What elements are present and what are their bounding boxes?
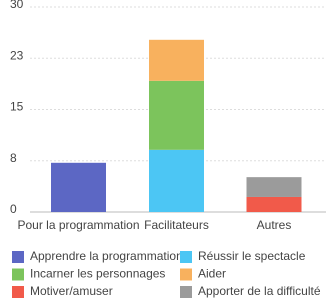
legend-label: Motiver/amuser (30, 284, 113, 298)
bar-segment (149, 149, 204, 212)
y-tick-label: 8 (10, 151, 17, 165)
y-tick-label: 15 (10, 100, 24, 114)
legend-swatch (180, 251, 192, 263)
bar-segment (246, 177, 302, 197)
legend-swatch (12, 286, 24, 298)
y-tick-label: 23 (10, 48, 24, 62)
legend-label: Incarner les personnages (30, 267, 165, 281)
legend-swatch (12, 268, 24, 281)
legend-label: Aider (198, 267, 226, 281)
legend-label: Apprendre la programmation (30, 249, 183, 263)
x-tick-label: Facilitateurs (144, 218, 209, 232)
legend-swatch (12, 251, 24, 263)
y-tick-label: 0 (10, 202, 17, 216)
x-tick-label: Autres (257, 218, 292, 232)
y-tick-label: 30 (10, 0, 24, 11)
bar-segment (149, 80, 204, 150)
bar-segment (51, 162, 106, 212)
legend-label: Apporter de la difficulté (198, 284, 321, 298)
x-tick-label: Pour la programmation (17, 218, 139, 232)
bar-segment (149, 39, 204, 81)
legend-swatch (180, 268, 192, 281)
legend-label: Réussir le spectacle (198, 249, 306, 263)
bar-segment (246, 196, 302, 212)
legend-swatch (180, 286, 192, 298)
